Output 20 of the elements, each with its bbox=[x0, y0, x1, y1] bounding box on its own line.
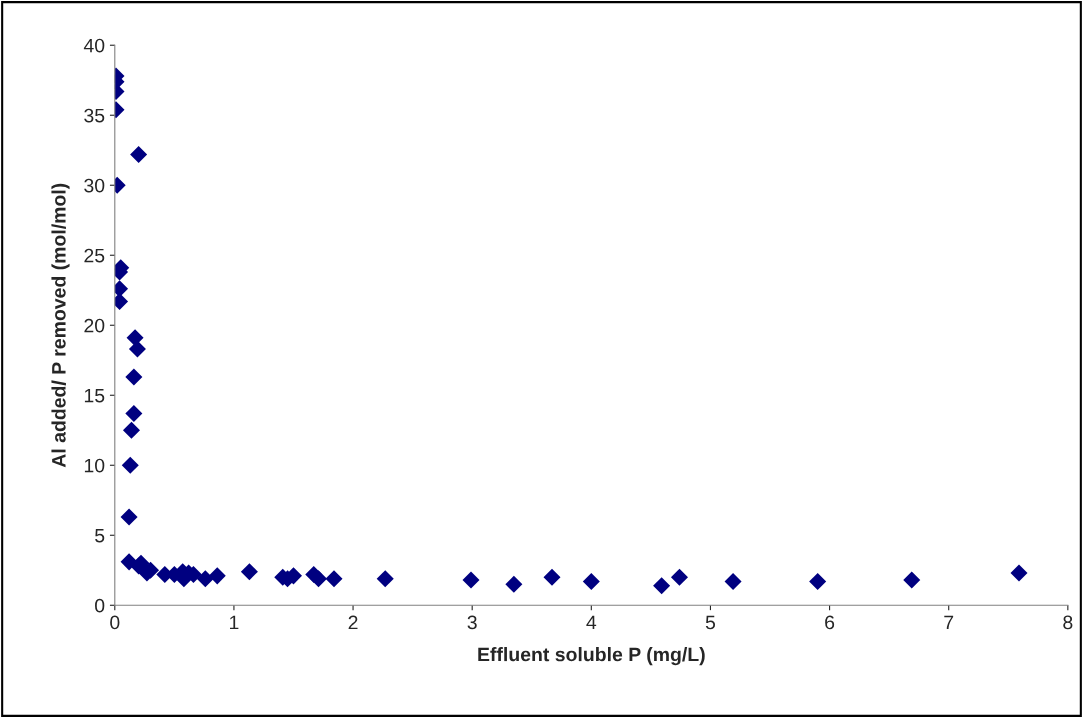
x-tick-label: 2 bbox=[348, 615, 358, 630]
y-axis-title: Al added/ P removed (mol/mol) bbox=[51, 183, 70, 468]
x-tick-label: 5 bbox=[705, 615, 716, 630]
x-tick-label: 3 bbox=[467, 615, 477, 630]
x-tick-label: 0 bbox=[110, 615, 120, 630]
x-tick-label: 1 bbox=[230, 615, 239, 630]
y-tick-label: 0 bbox=[95, 598, 105, 613]
x-tick-label: 4 bbox=[586, 615, 597, 630]
y-tick-label: 35 bbox=[84, 108, 105, 123]
y-tick-label: 20 bbox=[84, 318, 105, 333]
y-tick-label: 30 bbox=[84, 178, 105, 193]
y-tick-label: 40 bbox=[83, 38, 105, 53]
x-axis-title: Effluent soluble P (mg/L) bbox=[478, 647, 705, 666]
y-tick-label: 10 bbox=[84, 458, 105, 473]
y-tick-label: 5 bbox=[95, 528, 105, 543]
y-tick-label: 25 bbox=[84, 248, 105, 263]
x-tick-label: 6 bbox=[825, 615, 835, 630]
y-tick-label: 15 bbox=[84, 388, 105, 403]
x-tick-label: 7 bbox=[944, 615, 954, 630]
x-tick-label: 8 bbox=[1063, 615, 1073, 630]
